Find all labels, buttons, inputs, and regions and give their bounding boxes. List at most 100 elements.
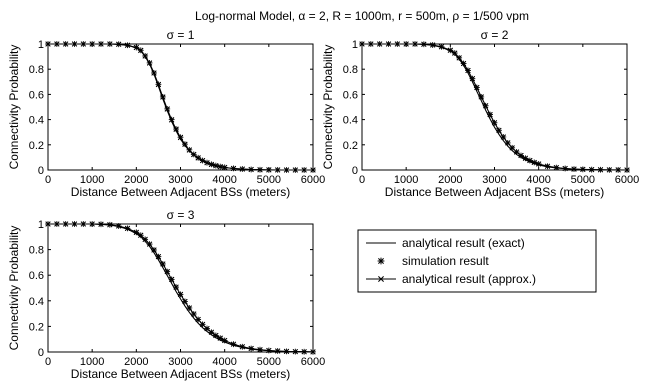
data-point-x — [438, 44, 445, 50]
y-tick-label: 0.2 — [343, 140, 358, 152]
marker-stroke — [116, 223, 122, 229]
data-point-x — [469, 76, 476, 82]
marker-stroke — [186, 305, 192, 311]
marker-stroke — [138, 47, 144, 54]
data-point-x — [160, 94, 166, 100]
data-point-x — [151, 70, 157, 76]
marker-stroke — [239, 344, 245, 350]
data-point-x — [544, 163, 551, 169]
marker-stroke — [310, 167, 316, 173]
x-axis-label: Distance Between Adjacent BSs (meters) — [71, 367, 290, 381]
marker-stroke — [624, 167, 630, 173]
data-point-x — [54, 221, 60, 227]
marker-stroke — [173, 284, 179, 290]
marker-stroke — [301, 349, 307, 355]
legend-entry: simulation result — [377, 254, 489, 268]
data-point-x — [230, 341, 237, 347]
data-point-x — [527, 157, 533, 164]
data-point-x — [71, 221, 78, 227]
marker-stroke — [478, 94, 484, 100]
data-point-x — [217, 335, 223, 341]
marker-stroke — [208, 161, 215, 168]
marker-stroke — [195, 155, 201, 161]
marker-stroke — [430, 42, 436, 48]
data-point-x — [248, 166, 254, 173]
data-point-x — [562, 165, 568, 172]
x-tick-label: 6000 — [301, 174, 325, 186]
marker-stroke — [509, 145, 515, 151]
data-point-x — [63, 221, 69, 227]
data-point-x — [142, 53, 148, 59]
marker-stroke — [124, 42, 131, 48]
y-tick-label: 0.6 — [29, 89, 44, 101]
x-tick-label: 4000 — [212, 356, 236, 368]
data-point-x — [505, 140, 511, 146]
marker-stroke — [182, 298, 188, 305]
marker-stroke — [222, 164, 228, 171]
legend-entry: analytical result (approx.) — [366, 272, 536, 286]
x-tick-label: 6000 — [301, 356, 325, 368]
data-point-x — [199, 158, 206, 164]
y-tick-label: 0.8 — [29, 245, 44, 257]
data-point-x — [421, 41, 427, 47]
marker-stroke — [359, 41, 365, 47]
x-tick-label: 5000 — [571, 174, 595, 186]
marker-stroke — [421, 41, 427, 47]
marker-stroke — [531, 159, 537, 166]
marker-stroke — [571, 166, 577, 172]
marker-stroke — [248, 166, 254, 173]
y-tick-label: 1 — [38, 219, 44, 231]
marker-stroke — [222, 337, 228, 344]
y-tick-label: 0 — [352, 165, 358, 177]
marker-stroke — [133, 44, 139, 51]
plot-area — [47, 43, 314, 171]
data-point-x — [275, 348, 281, 354]
marker-stroke — [385, 41, 392, 47]
marker-stroke — [89, 41, 95, 47]
data-point-x — [452, 50, 458, 56]
data-point-x — [45, 221, 51, 227]
marker-stroke — [155, 81, 162, 88]
marker-stroke — [465, 67, 471, 74]
data-point-x — [430, 42, 436, 48]
marker-stroke — [138, 232, 144, 238]
data-point-x — [465, 67, 471, 74]
data-point-x — [403, 41, 409, 47]
marker-stroke — [217, 164, 223, 170]
x-tick-label: 3000 — [168, 356, 192, 368]
y-tick-label: 1 — [352, 39, 358, 51]
data-point-x — [98, 221, 104, 227]
y-tick-label: 0.6 — [29, 270, 44, 282]
data-point-x — [182, 298, 188, 305]
data-point-x — [257, 167, 263, 173]
x-tick-label: 1000 — [80, 356, 104, 368]
marker-stroke — [310, 349, 316, 355]
data-point-x — [310, 349, 316, 355]
marker-stroke — [257, 167, 263, 173]
marker-stroke — [71, 221, 78, 227]
marker-stroke — [160, 94, 166, 100]
data-point-x — [606, 167, 612, 173]
marker-stroke — [527, 157, 533, 164]
marker-stroke — [544, 163, 551, 169]
chart-panel: 0 1000 2000 3000 4000 5000 6000 0 0.2 0.4 0.6 0.8 1 σ… — [7, 28, 325, 199]
data-point-x — [615, 167, 621, 173]
marker-stroke — [248, 345, 254, 352]
marker-stroke — [239, 166, 245, 172]
data-point-x — [531, 159, 537, 166]
x-axis-label: Distance Between Adjacent BSs (meters) — [71, 185, 290, 199]
marker-stroke — [496, 127, 502, 133]
marker-stroke — [589, 167, 595, 173]
marker-stroke — [107, 222, 113, 228]
x-tick-label: 0 — [45, 174, 51, 186]
marker-stroke — [213, 163, 219, 169]
marker-stroke — [553, 164, 559, 171]
marker-stroke — [230, 341, 237, 347]
data-point-x — [116, 41, 122, 47]
chart-panel: 0 1000 2000 3000 4000 5000 6000 0 0.2 0.4 0.6 0.8 1 σ… — [7, 208, 325, 381]
data-point-x — [173, 126, 179, 133]
marker-stroke — [169, 117, 175, 123]
data-point-x — [195, 316, 201, 323]
data-point-x — [589, 167, 595, 173]
